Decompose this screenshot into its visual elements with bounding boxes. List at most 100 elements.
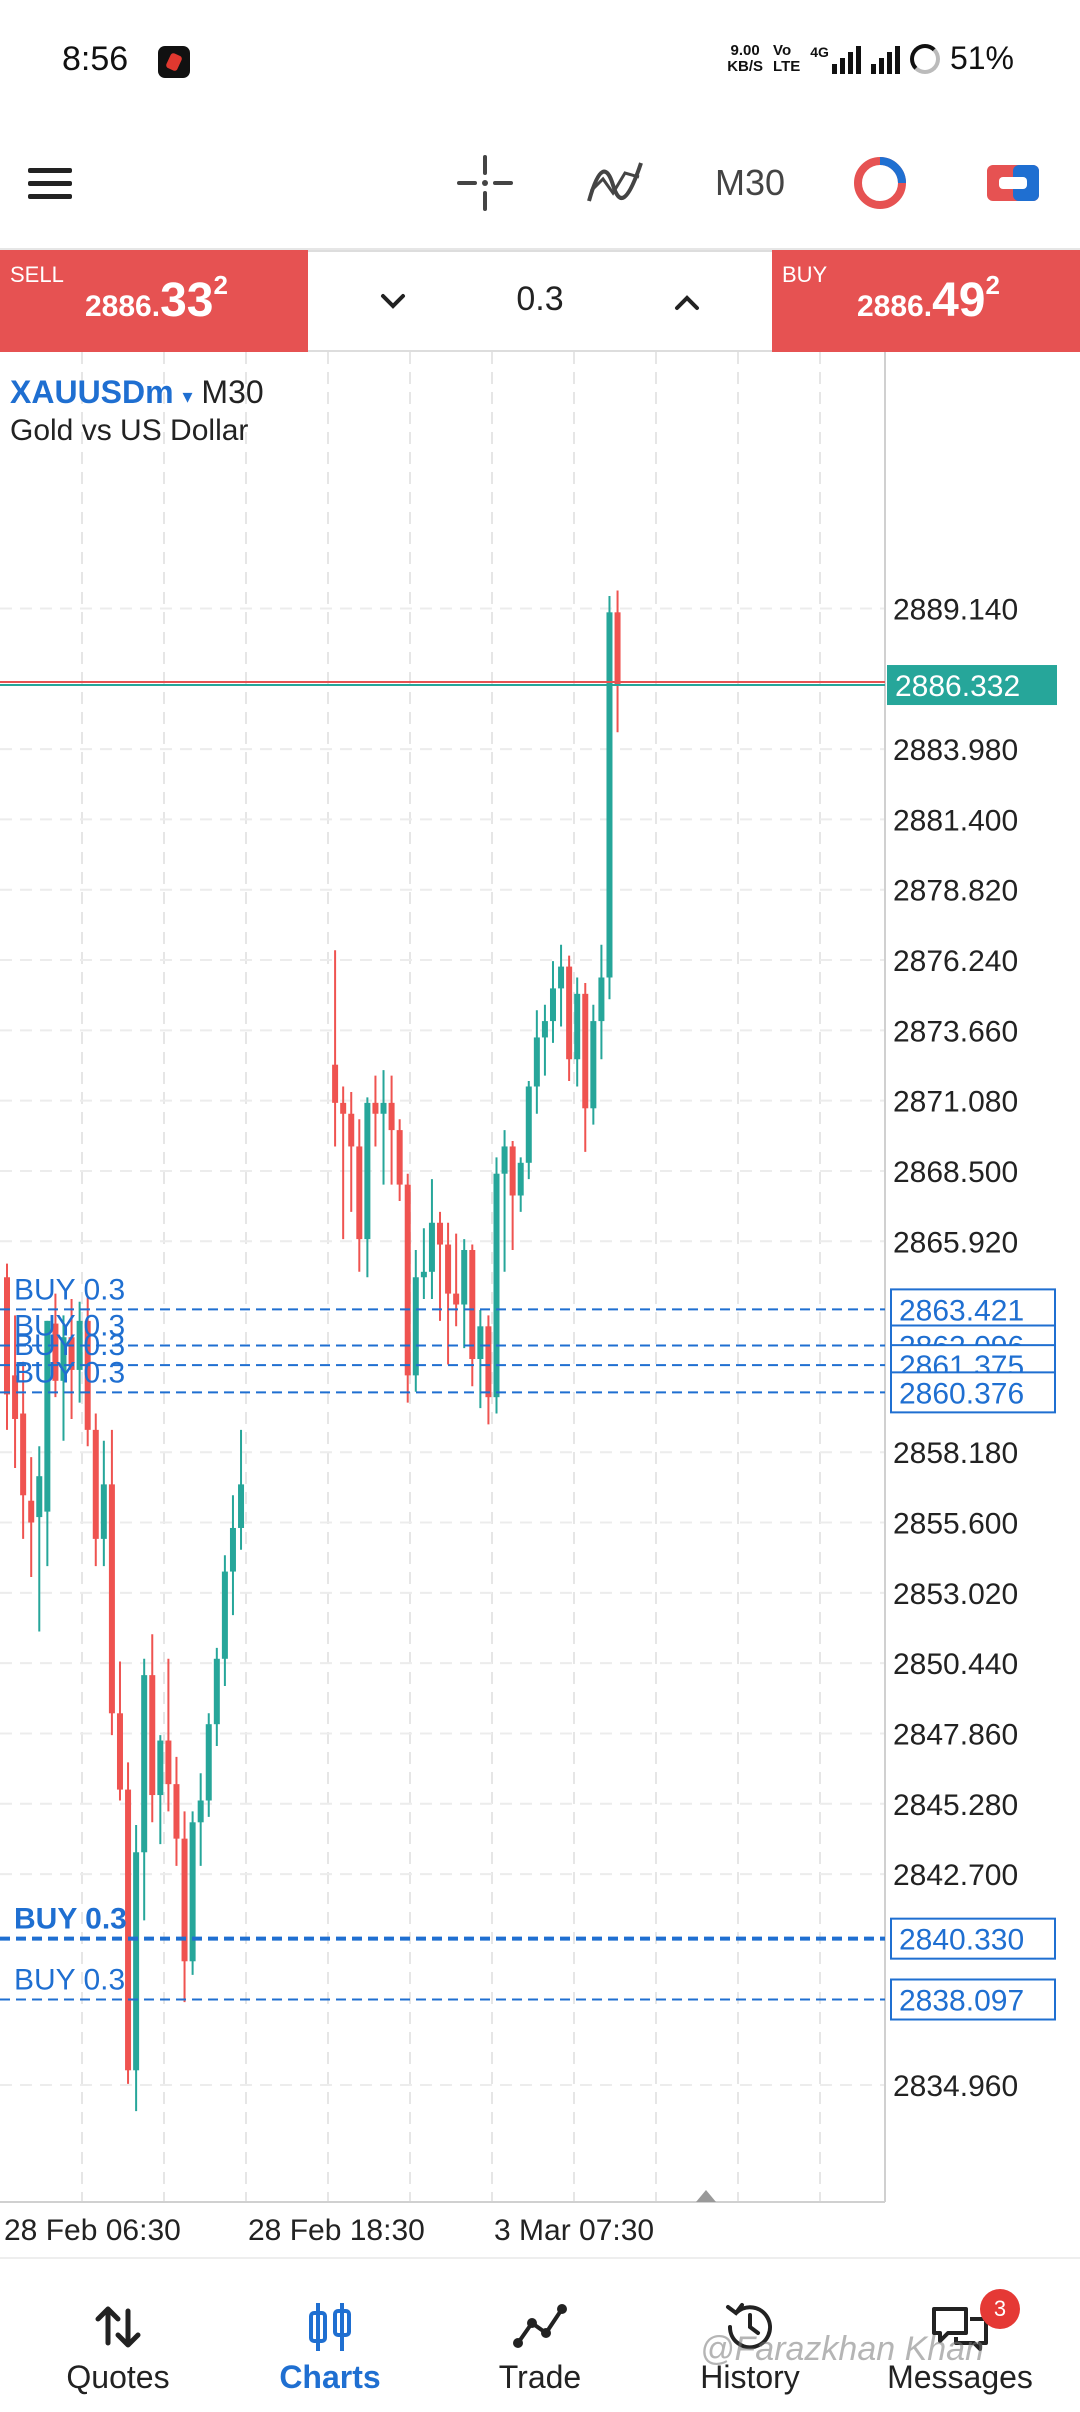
candle-bear bbox=[28, 1500, 35, 1523]
app-notification-icon bbox=[158, 46, 190, 78]
net-speed: 9.00 KB/S bbox=[727, 41, 764, 75]
candle-bear bbox=[437, 1222, 444, 1245]
price-tick-label: 2850.440 bbox=[893, 1648, 1018, 1681]
battery-icon bbox=[909, 43, 940, 74]
candle-bull bbox=[558, 966, 565, 989]
candle-bull bbox=[493, 1173, 500, 1398]
candle-bull bbox=[364, 1102, 371, 1240]
order-label[interactable]: BUY 0.3 bbox=[14, 1964, 125, 1997]
time-tick-label: 28 Feb 06:30 bbox=[4, 2214, 181, 2247]
price-tick-label: 2889.140 bbox=[893, 594, 1018, 627]
price-tick-label: 2871.080 bbox=[893, 1086, 1018, 1119]
price-tick-label: 2853.020 bbox=[893, 1578, 1018, 1611]
candle-bull bbox=[229, 1527, 236, 1572]
candle-bull bbox=[100, 1484, 107, 1539]
charts-icon bbox=[309, 2303, 351, 2351]
nav-trade[interactable]: Trade bbox=[432, 2259, 648, 2412]
buy-label: BUY bbox=[782, 262, 828, 287]
sell-label: SELL bbox=[10, 262, 64, 287]
candle-bear bbox=[181, 1838, 188, 1962]
volume-increase-button[interactable] bbox=[662, 274, 712, 330]
order-label[interactable]: BUY 0.3 bbox=[14, 1329, 125, 1362]
candle-bear bbox=[108, 1484, 115, 1714]
sell-button[interactable]: SELL 2886.332 bbox=[0, 250, 308, 352]
candle-bear bbox=[509, 1146, 516, 1196]
order-price-tag[interactable] bbox=[890, 1917, 1056, 1960]
volume-value[interactable]: 0.3 bbox=[516, 280, 564, 318]
order-label[interactable]: BUY 0.3 bbox=[14, 1356, 125, 1389]
price-tick-label: 2878.820 bbox=[893, 875, 1018, 908]
nav-history[interactable]: History bbox=[642, 2259, 858, 2412]
nav-charts[interactable]: Charts bbox=[222, 2259, 438, 2412]
candle-bear bbox=[614, 612, 621, 686]
indicators-icon[interactable] bbox=[580, 148, 650, 218]
order-label[interactable]: BUY 0.3 bbox=[14, 1309, 125, 1342]
nav-quotes[interactable]: Quotes bbox=[10, 2259, 226, 2412]
candle-bull bbox=[412, 1277, 419, 1376]
candle-bear bbox=[453, 1293, 460, 1305]
timeframe-button[interactable]: M30 bbox=[714, 162, 786, 203]
candle-bear bbox=[340, 1102, 347, 1114]
price-tick-label: 2876.240 bbox=[893, 945, 1018, 978]
candle-bull bbox=[574, 993, 581, 1060]
candle-bull bbox=[541, 1021, 548, 1038]
history-icon bbox=[726, 2303, 772, 2350]
candle-bear bbox=[20, 1413, 27, 1496]
candle-bull bbox=[221, 1571, 228, 1659]
volte-icon: Vo LTE bbox=[773, 41, 801, 75]
candlestick-chart[interactable]: 2886.332 2889.140 2883.980 2881.400 2878.820… bbox=[0, 352, 1080, 2257]
messages-badge: 3 bbox=[980, 2289, 1020, 2329]
chart-toolbar: M30 bbox=[0, 120, 1080, 250]
candle-bear bbox=[445, 1244, 452, 1294]
price-tick-label: 2881.400 bbox=[893, 804, 1018, 837]
volume-decrease-button[interactable] bbox=[368, 274, 418, 330]
candle-bear bbox=[396, 1130, 403, 1185]
candle-bear bbox=[582, 993, 589, 1109]
order-price-tag[interactable] bbox=[890, 1288, 1056, 1331]
candle-bull bbox=[141, 1675, 148, 1853]
signal-icon: 4G bbox=[810, 44, 861, 74]
candle-bull bbox=[420, 1271, 427, 1278]
price-tick-label: 2855.600 bbox=[893, 1508, 1018, 1541]
candle-bull bbox=[133, 1852, 140, 2071]
one-click-trade-icon[interactable] bbox=[978, 148, 1048, 218]
price-tick-label: 2873.660 bbox=[893, 1015, 1018, 1048]
volume-selector: 0.3 bbox=[308, 250, 772, 352]
chart-area[interactable]: 2886.332 2889.140 2883.980 2881.400 2878.820… bbox=[0, 352, 1080, 2257]
order-label[interactable]: BUY 0.3 bbox=[14, 1273, 125, 1306]
current-price-label: 2886.332 bbox=[895, 670, 1020, 703]
symbol-name[interactable]: XAUUSDm bbox=[10, 374, 174, 410]
menu-icon[interactable] bbox=[20, 148, 80, 218]
candle-bull bbox=[517, 1162, 524, 1196]
candle-bull bbox=[205, 1724, 212, 1801]
candle-bull bbox=[238, 1484, 245, 1528]
trade-panel: SELL 2886.332 0.3 BUY 2886.492 bbox=[0, 250, 1080, 352]
symbol-dropdown-icon[interactable]: ▾ bbox=[182, 386, 193, 408]
candle-bull bbox=[36, 1476, 43, 1518]
candle-bull bbox=[44, 1320, 51, 1512]
crosshair-icon[interactable] bbox=[450, 148, 520, 218]
nav-trade-label: Trade bbox=[498, 2359, 582, 2395]
candle-bull bbox=[189, 1822, 196, 1962]
candle-bear bbox=[404, 1184, 411, 1376]
candle-bull bbox=[590, 1021, 597, 1109]
chart-symbol-header[interactable]: XAUUSDm ▾ M30 bbox=[10, 372, 264, 417]
signal-icon-2 bbox=[870, 44, 900, 74]
time-tick-label: 28 Feb 18:30 bbox=[248, 2214, 425, 2247]
candle-bear bbox=[68, 1337, 75, 1370]
order-price-tag[interactable] bbox=[890, 1371, 1056, 1414]
price-tick-label: 2868.500 bbox=[893, 1156, 1018, 1189]
candle-bear bbox=[348, 1113, 355, 1147]
chart-shift-marker[interactable] bbox=[696, 2190, 716, 2202]
time-tick-label: 3 Mar 07:30 bbox=[494, 2214, 654, 2247]
order-price-tag[interactable] bbox=[890, 1978, 1056, 2021]
order-label[interactable]: BUY 0.3 bbox=[14, 1903, 127, 1936]
nav-messages[interactable]: 3 Messages bbox=[852, 2259, 1068, 2412]
candle-bear bbox=[485, 1326, 492, 1398]
nav-quotes-label: Quotes bbox=[66, 2359, 170, 2395]
buy-button[interactable]: BUY 2886.492 bbox=[772, 250, 1080, 352]
trade-chart-icon bbox=[513, 2304, 567, 2348]
objects-icon[interactable] bbox=[845, 148, 915, 218]
candle-bull bbox=[525, 1086, 532, 1163]
candle-bull bbox=[60, 1337, 67, 1381]
